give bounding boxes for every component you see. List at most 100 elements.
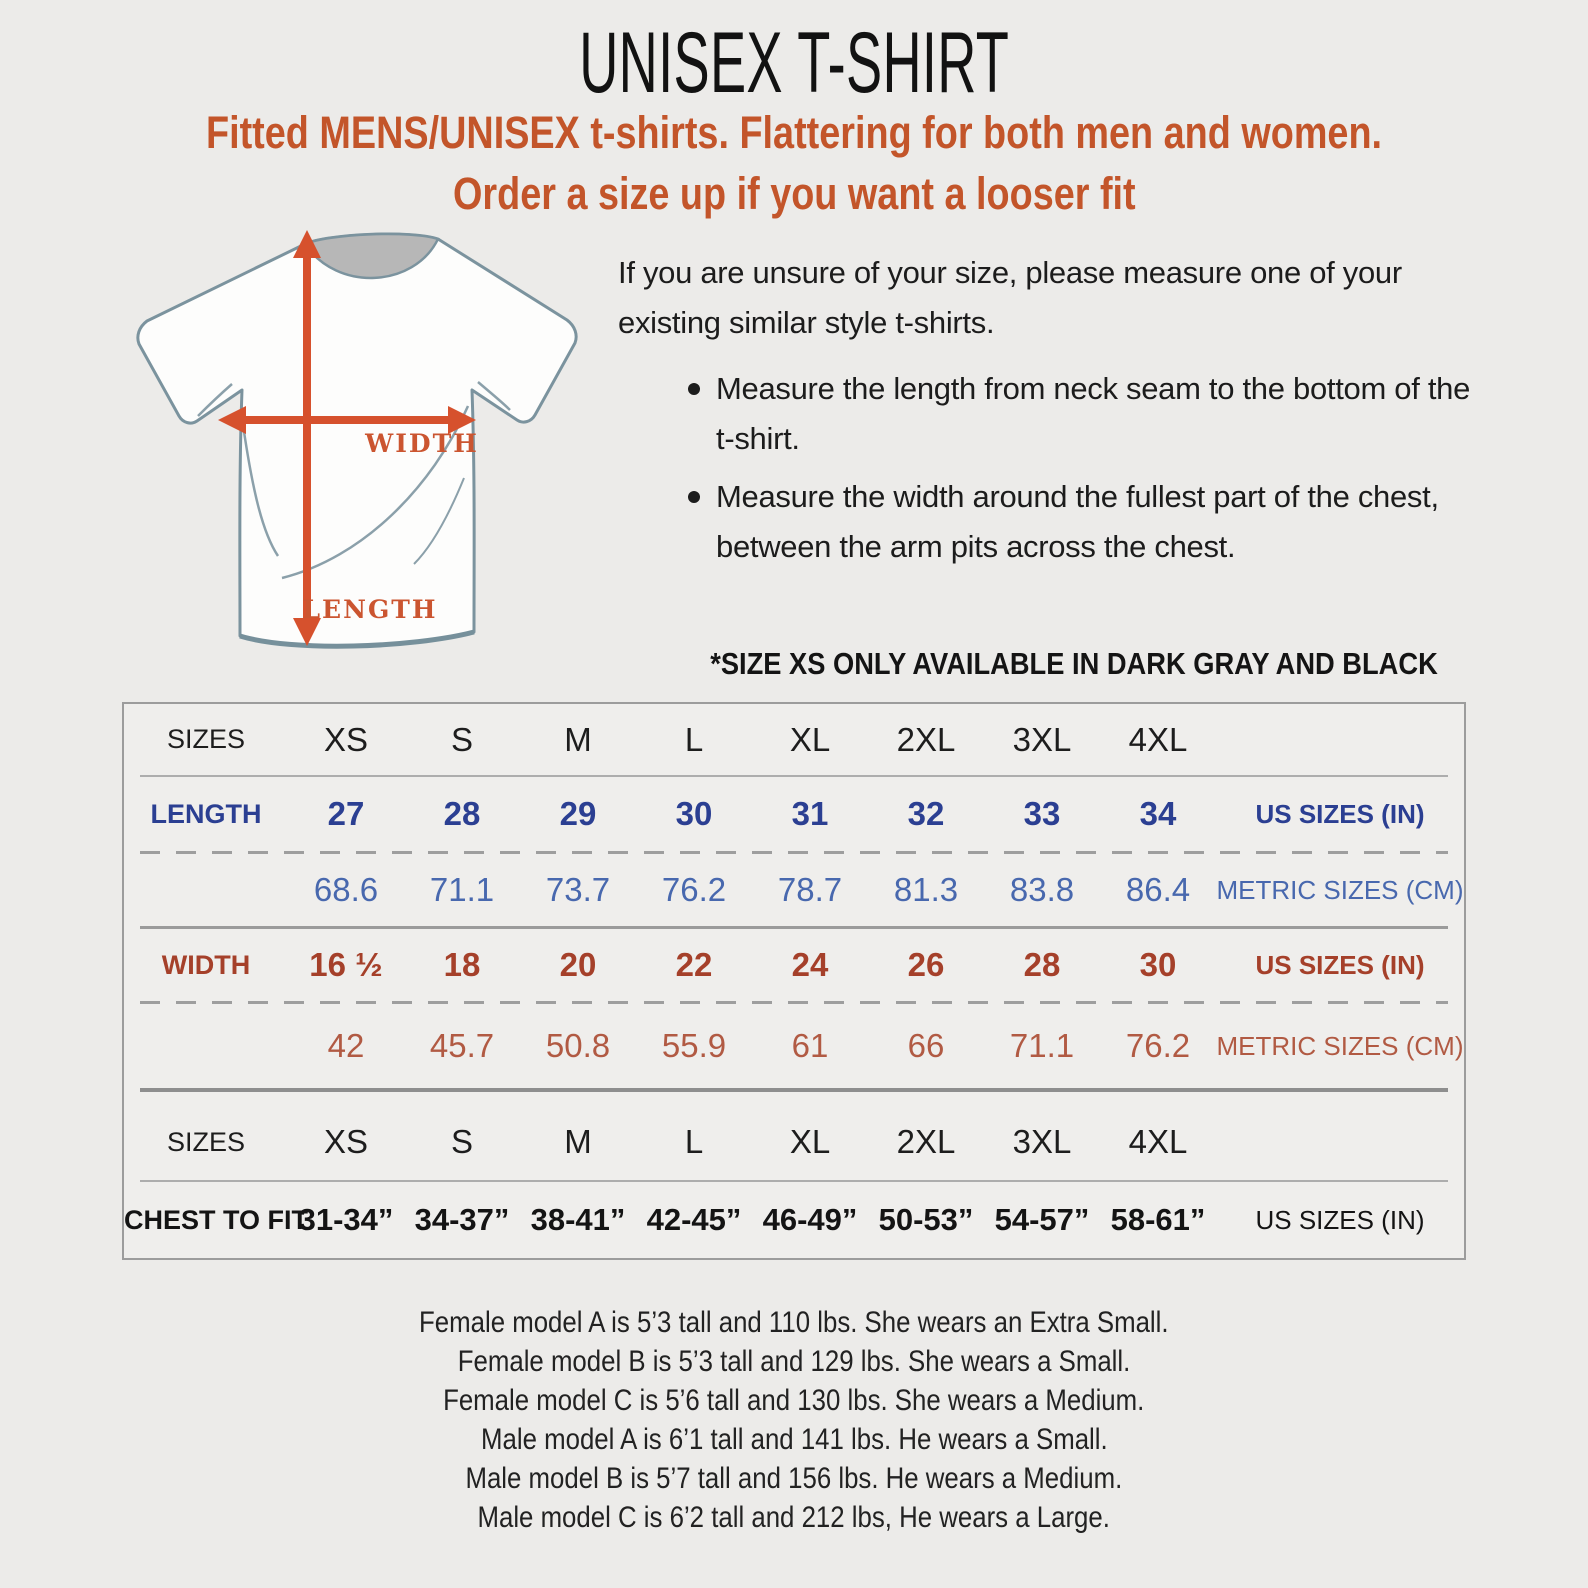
table-cell: 4XL [1128,720,1188,758]
subtitle-line-1: Fitted MENS/UNISEX t-shirts. Flattering … [205,107,1383,158]
divider [140,926,1448,929]
table-row-length-in: LENGTH 27 28 29 30 31 32 33 34 US SIZES … [124,777,1464,851]
table-row-width-in: WIDTH 16 ½ 18 20 22 24 26 28 30 US SIZES… [124,929,1464,1001]
table-cell: 42-45” [646,1202,742,1237]
table-cell: 76.2 [661,871,727,908]
table-cell: US SIZES (IN) [1255,1204,1425,1235]
subtitle-line: Fitted MENS/UNISEX t-shirts. Flattering … [0,102,1588,163]
table-cell: LENGTH [150,798,262,829]
table-cell: 50-53” [878,1202,974,1237]
table-cell: 68.6 [313,871,379,908]
table-cell: 26 [907,946,945,983]
model-line: Male model B is 5’7 tall and 156 lbs. He… [0,1459,1588,1498]
size-table: SIZES XS S M L XL 2XL 3XL 4XL LENGTH 27 … [122,702,1466,1260]
table-cell: 50.8 [545,1027,611,1064]
table-cell: 4XL [1128,1123,1188,1160]
table-cell: 76.2 [1125,1027,1191,1064]
tshirt-hem [239,629,475,649]
table-cell: 28 [1023,946,1061,983]
table-row-sizes-header: SIZES XS S M L XL 2XL 3XL 4XL [124,704,1464,775]
table-cell: 81.3 [893,871,959,908]
table-cell: SIZES [166,724,246,754]
fabric-fold [281,405,470,580]
table-cell: 30 [1139,946,1177,983]
table-cell: 29 [559,795,597,832]
measuring-instructions: If you are unsure of your size, please m… [618,248,1478,572]
table-cell: 24 [791,946,829,983]
table-cell: 3XL [1012,1123,1072,1160]
table-cell: 18 [443,946,481,983]
table-cell: 58-61” [1110,1202,1206,1237]
page-title-text: UNISEX T-SHIRT [579,15,1009,111]
divider [140,1088,1448,1092]
table-cell: 20 [559,946,597,983]
table-cell: 45.7 [429,1027,495,1064]
table-cell: 54-57” [994,1202,1090,1237]
table-cell: 2XL [896,1123,956,1160]
model-line: Female model B is 5’3 tall and 129 lbs. … [0,1342,1588,1381]
table-cell: M [564,1123,592,1160]
divider [140,851,1448,854]
instruction-bullet-width: Measure the width around the fullest par… [618,472,1478,572]
page-title: UNISEX T-SHIRT [0,14,1588,113]
model-line-text: Female model A is 5’3 tall and 110 lbs. … [419,1306,1169,1339]
table-cell: L [684,720,704,758]
table-row-width-cm: 42 45.7 50.8 55.9 61 66 71.1 76.2 METRIC… [124,1004,1464,1088]
table-cell: 32 [907,795,945,832]
tshirt-outline [136,232,578,648]
table-cell: S [450,1123,473,1160]
table-cell: CHEST TO FIT [124,1204,309,1235]
table-cell: M [564,720,592,758]
table-cell: 34-37” [414,1202,510,1237]
table-cell: 83.8 [1009,871,1075,908]
table-cell: XL [789,1123,831,1160]
table-cell: 66 [907,1027,945,1064]
table-cell: 38-41” [530,1202,626,1237]
table-cell: 22 [675,946,713,983]
table-cell: SIZES [166,1126,246,1157]
table-cell: 33 [1023,795,1061,832]
model-size-notes: Female model A is 5’3 tall and 110 lbs. … [0,1303,1588,1537]
sleeve-seam [477,381,511,411]
table-cell: 46-49” [762,1202,858,1237]
table-cell: 3XL [1012,720,1072,758]
table-row-chest-to-fit: CHEST TO FIT 31-34” 34-37” 38-41” 42-45”… [124,1182,1464,1258]
table-cell: METRIC SIZES (CM) [1216,1030,1464,1061]
table-cell: 31 [791,795,829,832]
table-cell: 61 [791,1027,829,1064]
xs-availability-note: *SIZE XS ONLY AVAILABLE IN DARK GRAY AND… [611,646,1438,682]
model-line: Male model C is 6’2 tall and 212 lbs, He… [0,1498,1588,1537]
table-cell: L [684,1123,704,1160]
table-cell: US SIZES (IN) [1255,949,1425,980]
table-cell: 31-34” [298,1202,394,1237]
table-cell: 42 [327,1027,365,1064]
instruction-bullet-length: Measure the length from neck seam to the… [618,364,1478,464]
table-cell: 71.1 [429,871,495,908]
divider [140,775,1448,777]
table-cell: 27 [327,795,365,832]
instructions-intro: If you are unsure of your size, please m… [618,255,1402,340]
tshirt-measurement-diagram: WIDTH LENGTH [136,230,578,649]
subtitle-line-2: Order a size up if you want a looser fit [452,168,1136,219]
subtitle-line: Order a size up if you want a looser fit [0,163,1588,224]
table-cell: XS [323,1123,369,1160]
table-cell: XS [323,720,369,758]
model-line: Female model C is 5’6 tall and 130 lbs. … [0,1381,1588,1420]
model-line-text: Male model C is 6’2 tall and 212 lbs, He… [477,1501,1111,1534]
table-cell: WIDTH [161,949,251,980]
table-cell: 55.9 [661,1027,727,1064]
table-cell: XL [789,720,831,758]
fabric-fold [413,477,465,565]
divider [140,1180,1448,1182]
table-row-length-cm: 68.6 71.1 73.7 76.2 78.7 81.3 83.8 86.4 … [124,854,1464,926]
width-label: WIDTH [364,429,479,458]
sleeve-seam [197,383,233,417]
model-line-text: Male model B is 5’7 tall and 156 lbs. He… [465,1462,1123,1495]
fabric-fold [240,417,280,557]
table-cell: 28 [443,795,481,832]
table-cell: 71.1 [1009,1027,1075,1064]
table-row-sizes-repeat: SIZES XS S M L XL 2XL 3XL 4XL [124,1092,1464,1180]
divider [140,1001,1448,1004]
table-cell: 86.4 [1125,871,1191,908]
